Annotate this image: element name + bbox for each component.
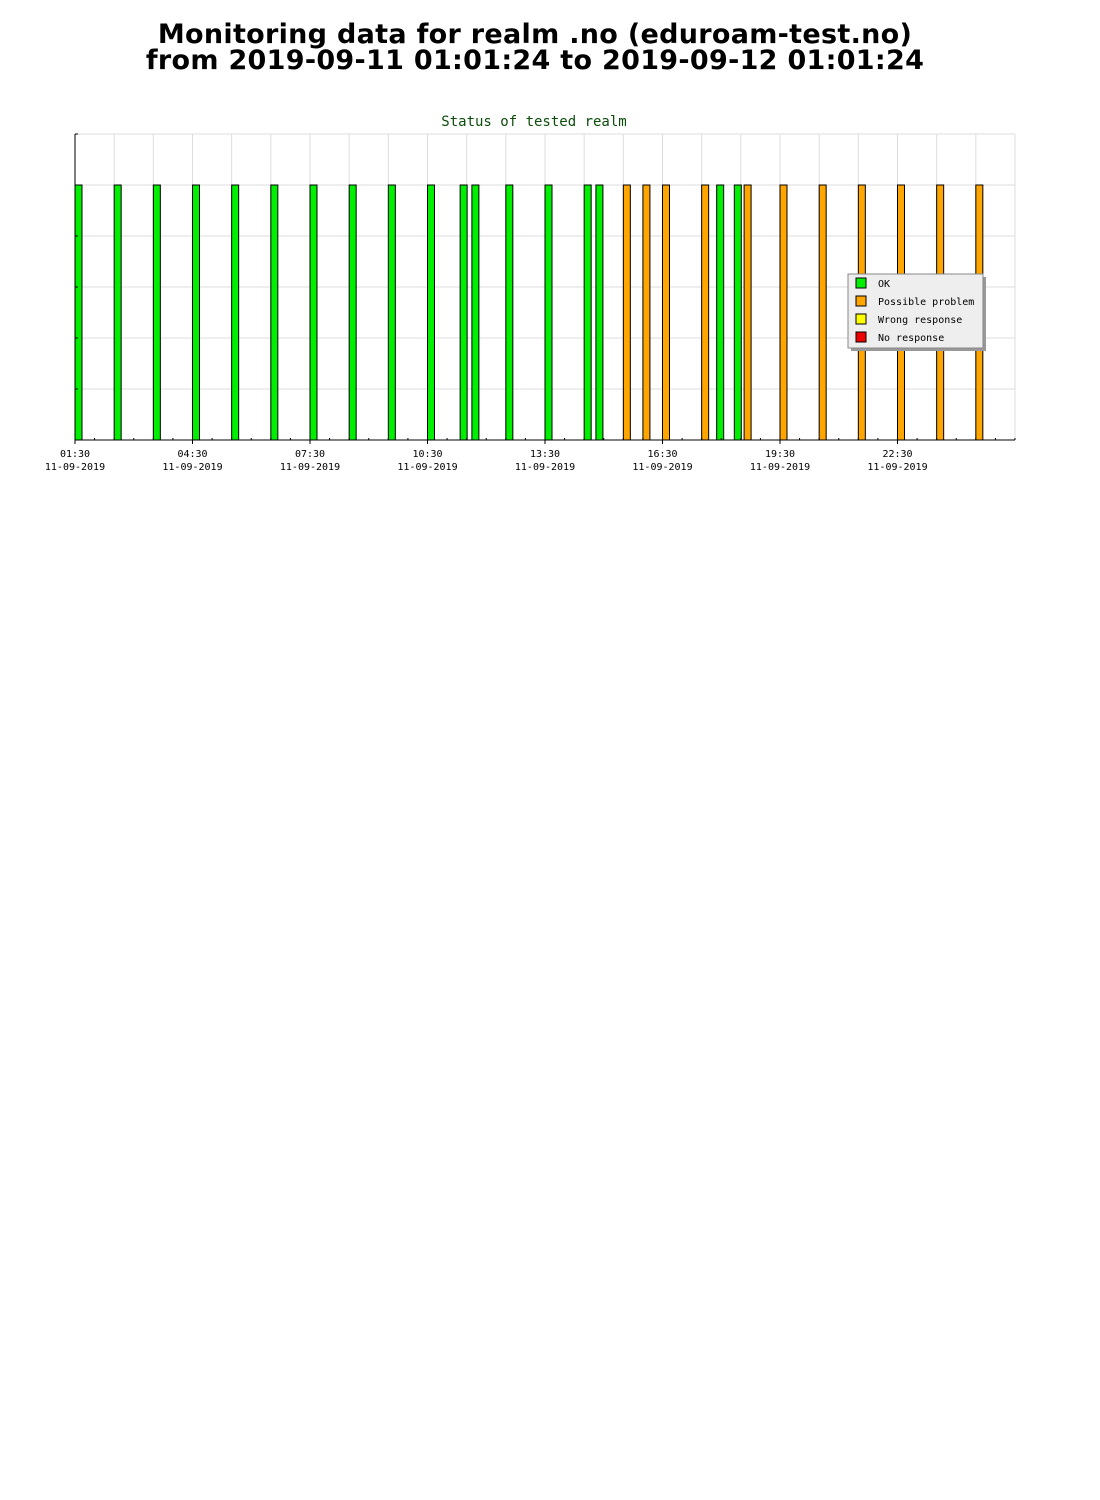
x-tick-label-time: 07:30 bbox=[295, 449, 325, 460]
bar-possible-problem bbox=[662, 184, 670, 441]
bar-ok bbox=[113, 184, 122, 441]
x-tick-label-date: 11-09-2019 bbox=[515, 462, 575, 473]
x-tick-label-time: 16:30 bbox=[647, 449, 677, 460]
bar-ok bbox=[544, 184, 553, 441]
bar-ok bbox=[459, 184, 468, 441]
chart-legend: OK Possible problem Wrong response No respo… bbox=[847, 273, 986, 351]
x-tick-label-date: 11-09-2019 bbox=[632, 462, 692, 473]
chart-bars bbox=[74, 184, 984, 441]
bar-possible-problem bbox=[743, 184, 752, 441]
bar-ok bbox=[309, 184, 318, 441]
x-tick-label-time: 13:30 bbox=[530, 449, 560, 460]
legend-box bbox=[847, 273, 984, 349]
bar-ok bbox=[387, 184, 396, 441]
report-title-line-1: Monitoring data for realm .no (eduroam-t… bbox=[157, 19, 913, 50]
chart-title: Status of tested realm bbox=[441, 114, 626, 130]
bar-ok bbox=[231, 184, 240, 441]
x-tick-label-time: 01:30 bbox=[60, 449, 90, 460]
x-tick-label-time: 04:30 bbox=[177, 449, 207, 460]
bar-ok bbox=[505, 184, 514, 441]
bar-ok bbox=[192, 184, 200, 441]
report-header: Monitoring data for realm .no (eduroam-t… bbox=[0, 19, 1070, 76]
bar-ok bbox=[152, 184, 161, 441]
x-tick-label-date: 11-09-2019 bbox=[280, 462, 340, 473]
legend-label-no-response: No response bbox=[878, 333, 944, 344]
bar-possible-problem bbox=[701, 184, 710, 441]
legend-label-ok: OK bbox=[878, 279, 890, 290]
bar-ok bbox=[716, 184, 725, 441]
x-tick-label-date: 11-09-2019 bbox=[45, 462, 105, 473]
legend-swatch-ok bbox=[855, 277, 867, 289]
x-tick-label-time: 19:30 bbox=[765, 449, 795, 460]
bar-possible-problem bbox=[779, 184, 788, 441]
x-tick-label-time: 10:30 bbox=[412, 449, 442, 460]
legend-swatch-no-response bbox=[855, 331, 867, 343]
legend-label-wrong-response: Wrong response bbox=[878, 315, 962, 326]
x-tick-label-date: 11-09-2019 bbox=[750, 462, 810, 473]
legend-swatch-possible-problem bbox=[855, 295, 867, 307]
bar-ok bbox=[471, 184, 480, 441]
legend-label-possible-problem: Possible problem bbox=[878, 297, 974, 308]
x-tick-label-date: 11-09-2019 bbox=[397, 462, 457, 473]
x-tick-label-time: 22:30 bbox=[882, 449, 912, 460]
bar-ok bbox=[427, 184, 435, 441]
bar-ok bbox=[74, 184, 83, 441]
bar-ok bbox=[583, 184, 592, 441]
x-axis-ticks: 01:30 11-09-2019 04:30 11-09-2019 07:30 11-09… bbox=[45, 440, 928, 473]
bar-ok bbox=[733, 184, 742, 441]
status-chart: Status of tested realm 01:30 11-09-2019 04… bbox=[45, 114, 1016, 473]
bar-ok bbox=[348, 184, 357, 441]
bar-ok bbox=[595, 184, 604, 441]
x-tick-label-date: 11-09-2019 bbox=[867, 462, 927, 473]
report-title-line-2: from 2019-09-11 01:01:24 to 2019-09-12 0… bbox=[145, 45, 925, 76]
bar-ok bbox=[270, 184, 279, 441]
x-tick-label-date: 11-09-2019 bbox=[162, 462, 222, 473]
bar-possible-problem bbox=[642, 184, 651, 441]
bar-possible-problem bbox=[818, 184, 827, 441]
legend-swatch-wrong-response bbox=[855, 313, 867, 325]
bar-possible-problem bbox=[622, 184, 631, 441]
